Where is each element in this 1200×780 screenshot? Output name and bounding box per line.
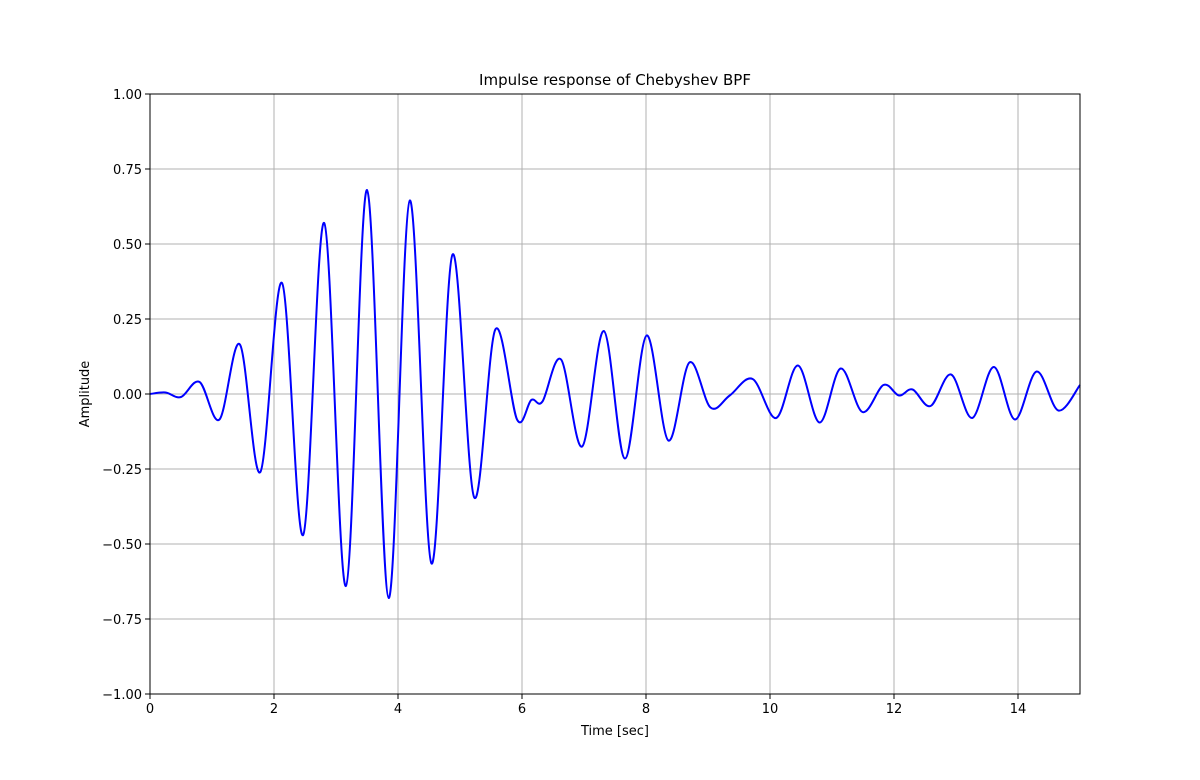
y-tick-label: −0.25 bbox=[102, 463, 142, 478]
y-tick-label: −0.75 bbox=[102, 613, 142, 628]
x-tick-label: 12 bbox=[886, 702, 903, 717]
x-tick-label: 8 bbox=[642, 702, 650, 717]
y-tick-label: 0.00 bbox=[113, 388, 142, 403]
y-tick-label: 0.50 bbox=[113, 238, 142, 253]
x-tick-label: 10 bbox=[762, 702, 779, 717]
x-tick-label: 14 bbox=[1010, 702, 1027, 717]
impulse-response-line bbox=[149, 188, 1081, 600]
x-tick-label: 2 bbox=[270, 702, 278, 717]
y-tick-label: 0.75 bbox=[113, 163, 142, 178]
x-tick-label: 6 bbox=[518, 702, 526, 717]
chart-title: Impulse response of Chebyshev BPF bbox=[479, 71, 751, 89]
x-tick-label: 4 bbox=[394, 702, 402, 717]
y-axis-label: Amplitude bbox=[78, 361, 93, 428]
y-tick-label: 1.00 bbox=[113, 88, 142, 103]
grid bbox=[150, 94, 1080, 694]
x-axis-label: Time [sec] bbox=[580, 724, 649, 739]
series-layer bbox=[149, 188, 1081, 600]
y-tick-label: −0.50 bbox=[102, 538, 142, 553]
y-tick-label: −1.00 bbox=[102, 688, 142, 703]
y-axis-ticks: −1.00 −0.75 −0.50 −0.25 0.00 0.25 0.50 0.75 1.00 bbox=[102, 88, 150, 703]
x-axis-ticks: 0 2 4 6 8 10 12 14 bbox=[146, 694, 1026, 717]
y-tick-label: 0.25 bbox=[113, 313, 142, 328]
x-tick-label: 0 bbox=[146, 702, 154, 717]
